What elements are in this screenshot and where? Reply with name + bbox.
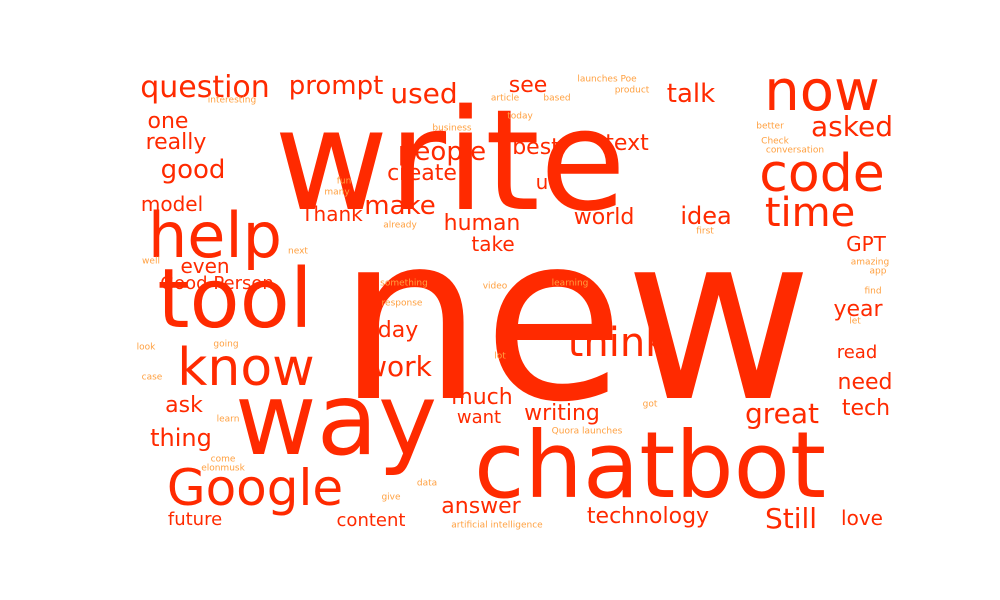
word-already: already (383, 220, 417, 231)
word-now: now (764, 59, 880, 124)
word-people: people (397, 137, 487, 167)
word-world: world (573, 205, 635, 230)
word-got: got (642, 399, 658, 410)
word-love: love (841, 506, 883, 530)
word-idea: idea (680, 202, 732, 230)
word-app: app (869, 266, 887, 277)
word-take: take (471, 232, 515, 256)
word-much: much (451, 385, 513, 410)
word-tech: tech (841, 396, 891, 421)
word-best: best (512, 135, 560, 160)
word-writing: writing (524, 401, 600, 426)
word-come: come (210, 454, 236, 465)
word-gpt: GPT (846, 232, 886, 256)
word-model: model (140, 192, 204, 216)
word-think: think (567, 320, 669, 366)
word-great: great (744, 397, 820, 430)
word-need: need (837, 370, 893, 395)
word-used: used (390, 77, 458, 110)
word-learn: learn (216, 414, 240, 425)
word-lot: lot (494, 351, 506, 362)
word-really: really (145, 130, 207, 155)
word-launchespoe: launches Poe (577, 74, 637, 85)
word-answer: answer (441, 494, 521, 519)
word-amazing: amazing (850, 257, 890, 268)
word-see: see (508, 73, 548, 98)
word-going: going (213, 339, 239, 350)
word-let: let (849, 316, 861, 327)
word-work: work (364, 350, 432, 383)
word-learning: learning (551, 278, 589, 289)
word-thing: thing (150, 424, 212, 452)
word-response: response (381, 298, 423, 309)
word-ai: artificial intelligence (451, 520, 543, 531)
word-tool: tool (157, 252, 313, 347)
word-content: content (336, 510, 406, 531)
word-help: help (147, 199, 283, 272)
word-first: first (696, 226, 714, 237)
word-write: write (274, 80, 626, 243)
word-technology: technology (586, 504, 710, 529)
word-data: data (416, 478, 438, 489)
word-still: Still (764, 502, 818, 535)
word-look: look (136, 342, 156, 353)
word-goodperson: Good Person (160, 273, 274, 294)
word-chatbot: chatbot (473, 412, 827, 519)
word-today: today (507, 111, 533, 122)
word-something: something (380, 278, 428, 289)
word-based: based (543, 93, 571, 104)
word-question: question (140, 70, 270, 105)
word-interesting: interesting (207, 95, 257, 106)
word-quoralaunches: Quora launches (551, 426, 623, 437)
word-year: year (833, 297, 883, 322)
word-check: Check (761, 136, 789, 147)
word-create: create (387, 161, 457, 186)
word-want: want (456, 407, 502, 428)
word-day: day (377, 318, 419, 343)
word-way: way (234, 361, 438, 478)
word-good: good (160, 155, 226, 185)
word-business: business (432, 123, 472, 134)
word-video: video (482, 281, 508, 292)
word-read: read (836, 342, 878, 363)
word-fun: fun (336, 176, 352, 187)
word-conversation: conversation (765, 145, 825, 156)
word-time: time (764, 190, 856, 236)
word-know: know (177, 338, 315, 398)
word-text: text (605, 131, 649, 156)
word-code: code (759, 144, 885, 204)
word-new: new (337, 186, 813, 453)
word-product: product (614, 85, 650, 96)
word-many: many (324, 187, 350, 198)
word-ask: ask (165, 393, 203, 418)
word-human: human (443, 211, 521, 236)
word-prompt: prompt (288, 71, 384, 101)
word-google: Google (166, 459, 344, 517)
word-better: better (756, 121, 784, 132)
word-u: u (535, 170, 549, 194)
word-even: even (180, 254, 230, 278)
word-find: find (864, 286, 882, 297)
word-thank: Thank (301, 202, 363, 226)
word-article: article (490, 93, 520, 104)
word-future: future (167, 509, 223, 530)
word-next: next (288, 246, 308, 257)
word-asked: asked (811, 110, 893, 143)
word-make: make (364, 191, 436, 221)
word-talk: talk (666, 79, 716, 109)
word-one: one (147, 109, 189, 134)
word-elonmusk: elonmusk (201, 463, 245, 474)
word-case: case (141, 372, 163, 383)
word-well: well (142, 256, 160, 267)
word-give: give (381, 492, 401, 503)
